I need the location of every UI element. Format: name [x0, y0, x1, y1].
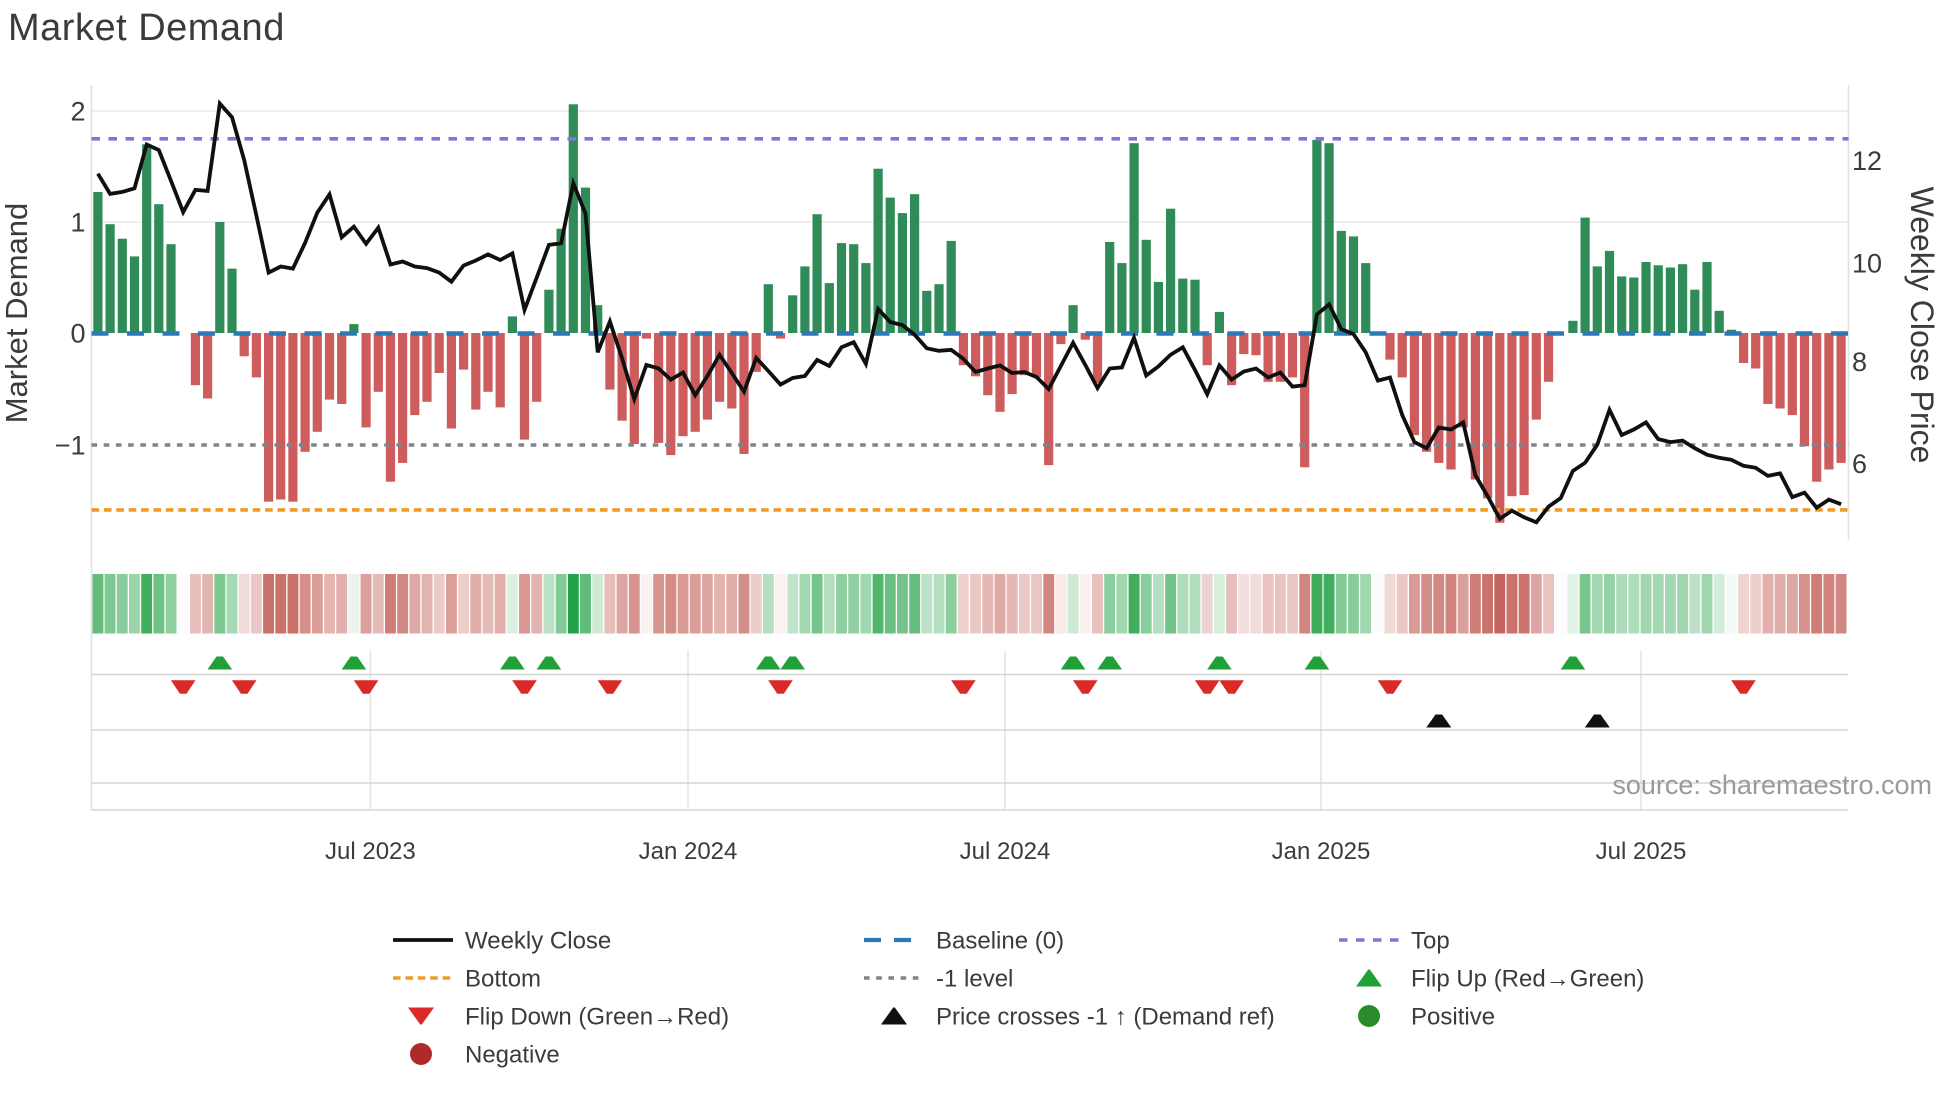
svg-text:Flip Down (Green→Red): Flip Down (Green→Red)	[465, 1004, 729, 1031]
svg-text:Baseline (0): Baseline (0)	[936, 928, 1064, 955]
svg-text:2: 2	[70, 97, 85, 127]
svg-text:12: 12	[1852, 146, 1882, 176]
svg-text:Jan 2024: Jan 2024	[639, 838, 738, 865]
svg-text:Weekly Close: Weekly Close	[465, 928, 611, 955]
svg-text:10: 10	[1852, 249, 1882, 279]
svg-text:Jul 2024: Jul 2024	[960, 838, 1051, 865]
svg-text:Jan 2025: Jan 2025	[1272, 838, 1371, 865]
svg-text:Jul 2025: Jul 2025	[1596, 838, 1687, 865]
svg-text:Bottom: Bottom	[465, 966, 541, 993]
svg-text:6: 6	[1852, 449, 1867, 479]
svg-text:1: 1	[70, 208, 85, 238]
svg-text:Positive: Positive	[1411, 1004, 1495, 1031]
svg-text:-1 level: -1 level	[936, 966, 1013, 993]
svg-text:source: sharemaestro.com: source: sharemaestro.com	[1612, 770, 1932, 800]
svg-text:Weekly Close Price: Weekly Close Price	[1904, 187, 1940, 464]
svg-text:−1: −1	[55, 431, 86, 461]
svg-text:Top: Top	[1411, 928, 1450, 955]
svg-text:Negative: Negative	[465, 1042, 560, 1069]
svg-text:Market Demand: Market Demand	[8, 7, 285, 49]
svg-text:Market Demand: Market Demand	[0, 203, 34, 424]
svg-text:0: 0	[70, 319, 85, 349]
svg-text:8: 8	[1852, 347, 1867, 377]
svg-text:Jul 2023: Jul 2023	[325, 838, 416, 865]
svg-text:Flip Up (Red→Green): Flip Up (Red→Green)	[1411, 966, 1644, 993]
svg-text:Price crosses -1 ↑ (Demand ref: Price crosses -1 ↑ (Demand ref)	[936, 1004, 1275, 1031]
